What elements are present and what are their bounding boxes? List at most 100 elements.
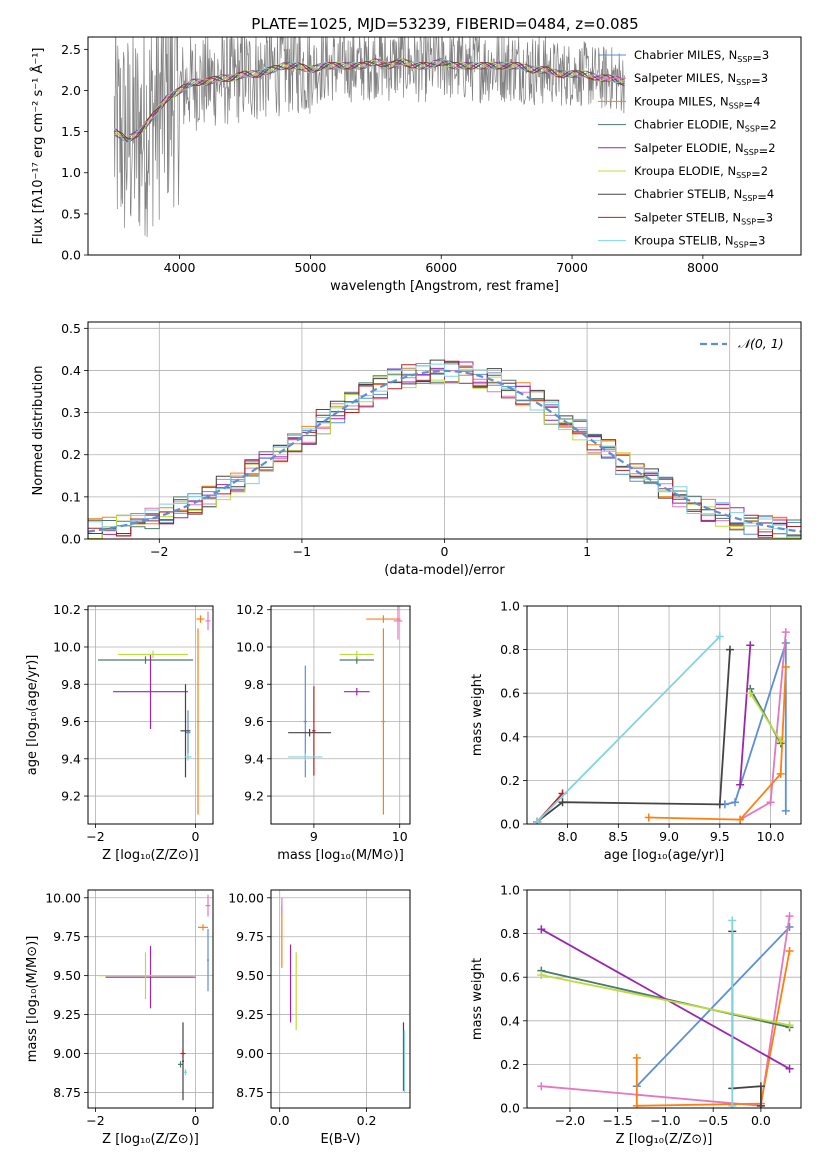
residual-histogram (88, 365, 801, 539)
legend-label: Salpeter ELODIE, NSSP=2 (634, 141, 776, 158)
errorbar-point (207, 928, 209, 992)
weight-marker (728, 916, 737, 925)
y-tick-label: 9.00 (53, 1046, 81, 1061)
y-axis-label: mass [log₁₀(M/M⊙)] (25, 936, 40, 1063)
weight-marker (785, 912, 794, 921)
y-tick-label: 0.6 (500, 970, 520, 985)
errorbar-point (197, 628, 199, 815)
weight-series-line (739, 632, 787, 821)
x-tick-label: 10.0 (757, 829, 785, 844)
y-tick-label: 9.25 (53, 1007, 81, 1022)
y-tick-label: 8.75 (236, 1085, 264, 1100)
x-tick-label: −2 (86, 829, 104, 844)
legend-model-name: Chabrier ELODIE (634, 118, 729, 132)
x-tick-label: 8.5 (608, 829, 628, 844)
chart-weight-vs-age: 8.0 8.5 9.0 9.5 10.0 0.0 0.2 0.4 0.6 0.8 1.0 age [l… (470, 599, 802, 863)
plot-area (281, 897, 405, 1093)
y-tick-label: 10.0 (53, 639, 81, 654)
legend-model-name: Salpeter ELODIE (634, 141, 728, 155)
weight-marker (756, 1101, 765, 1108)
y-tick-label: 9.8 (61, 677, 81, 692)
legend-label: Kroupa MILES, NSSP=4 (634, 94, 761, 111)
errorbar-point (339, 650, 374, 659)
y-tick-label: 9.50 (53, 968, 81, 983)
y-tick-label: 9.25 (236, 1007, 264, 1022)
x-tick-label: 0.0 (751, 1113, 771, 1128)
y-tick-label: 1.0 (500, 599, 520, 614)
plot-area (98, 894, 211, 1101)
legend-label: 𝒩(0, 1) (738, 336, 784, 351)
legend-nssp-value: 2 (769, 118, 776, 132)
x-tick-label: 7000 (556, 260, 588, 275)
y-tick-label: 10.2 (53, 602, 81, 617)
weight-marker (632, 1053, 641, 1062)
axes-frame (270, 889, 411, 1109)
legend-nssp: , N (729, 118, 745, 132)
errorbar-point (184, 1069, 187, 1076)
plot-area (113, 37, 625, 238)
legend-label: Kroupa STELIB, NSSP=3 (634, 234, 766, 251)
errorbar-point (288, 728, 332, 737)
weight-marker (785, 1021, 794, 1030)
legend-model-name: Kroupa MILES (634, 94, 713, 108)
errorbar-point (184, 753, 192, 761)
y-axis-label: Flux [fλ10⁻¹⁷ erg cm⁻² s⁻¹ Å⁻¹] (30, 48, 46, 245)
legend-model-name: Kroupa STELIB (634, 234, 718, 248)
weight-marker (781, 628, 790, 637)
x-tick-label: 8.0 (558, 829, 578, 844)
weight-marker (785, 1064, 794, 1073)
legend-subscript: SSP (745, 125, 760, 134)
weight-marker (781, 663, 790, 672)
axes-frame (87, 321, 802, 540)
errorbar-point (196, 615, 205, 623)
x-axis-label: Z [log₁₀(Z/Z⊙)] (102, 848, 199, 863)
y-tick-label: 0.5 (61, 206, 81, 221)
legend-nssp: , N (718, 234, 734, 248)
legend-nssp: , N (720, 164, 736, 178)
y-tick-label: 1.0 (500, 883, 520, 898)
weight-marker (632, 1101, 641, 1108)
legend-label: Salpeter MILES, NSSP=3 (634, 71, 768, 88)
x-tick-label: −1.0 (650, 1113, 680, 1128)
axes-frame (526, 889, 802, 1109)
x-tick-label: 4000 (164, 260, 196, 275)
y-tick-label: 9.4 (61, 751, 81, 766)
plot-area (88, 359, 801, 539)
y-tick-label: 0.0 (500, 817, 520, 832)
x-tick-label: 0.0 (270, 1113, 290, 1128)
x-tick-label: 5000 (294, 260, 326, 275)
y-tick-label: 9.6 (244, 714, 264, 729)
y-tick-label: 0.4 (500, 729, 520, 744)
y-tick-label: 9.50 (236, 968, 264, 983)
weight-marker (736, 815, 745, 824)
legend-nssp: , N (713, 94, 729, 108)
legend-nssp-value: 2 (768, 141, 775, 155)
y-tick-label: 1.0 (61, 165, 81, 180)
y-tick-label: 9.8 (244, 677, 264, 692)
legend-nssp: , N (728, 141, 744, 155)
weight-marker (785, 923, 794, 932)
legend-label: Chabrier MILES, NSSP=3 (634, 48, 769, 65)
y-tick-label: 0.0 (61, 248, 81, 263)
y-tick-label: 0.8 (500, 926, 520, 941)
errorbar-point (312, 686, 316, 776)
y-tick-label: 0.2 (61, 447, 81, 462)
y-tick-label: 9.4 (244, 751, 264, 766)
gaussian-curve (88, 369, 801, 533)
weight-marker (776, 737, 785, 746)
chart-spectrum: 4000 5000 6000 7000 8000 0.0 0.5 1.0 1.5 2.0 2.5 wa… (30, 36, 802, 294)
x-tick-label: 0 (192, 829, 200, 844)
legend-nssp-value: 3 (762, 48, 769, 62)
y-tick-label: 0.6 (500, 686, 520, 701)
x-axis-label: Z [log₁₀(Z/Z⊙)] (616, 1132, 713, 1147)
errorbar-point (198, 924, 208, 931)
legend-model-name: Salpeter STELIB (634, 210, 725, 224)
plot-area (537, 912, 794, 1108)
plot-area (98, 611, 211, 815)
weight-marker (766, 798, 775, 807)
legend-model-name: Kroupa ELODIE (634, 164, 720, 178)
x-tick-label: 6000 (425, 260, 457, 275)
weight-series-line (536, 649, 731, 823)
errorbar-point (393, 606, 403, 640)
